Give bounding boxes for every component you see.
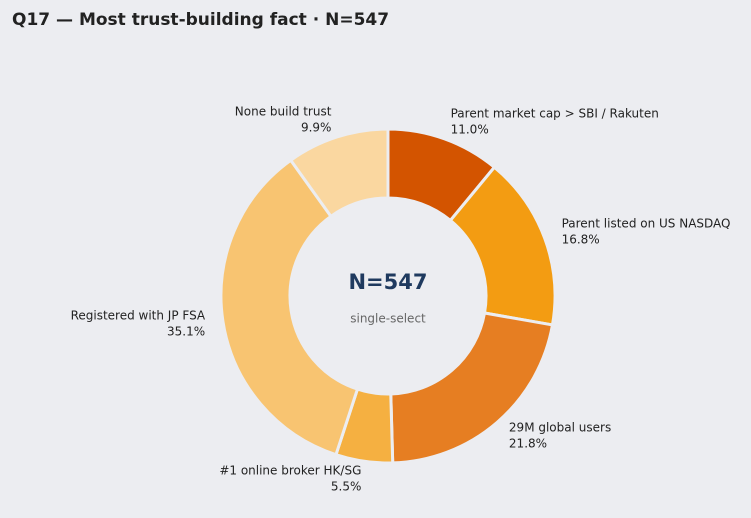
slice-label: Parent listed on US NASDAQ [562,217,731,231]
chart-title: Q17 — Most trust-building fact · N=547 [12,10,389,30]
slice-label: Registered with JP FSA [71,309,206,323]
slice-value-label: 35.1% [167,325,205,339]
slice-label: None build trust [235,104,332,118]
slice [389,311,555,465]
center-title: N=547 [348,270,427,294]
slice-label: 29M global users [509,421,611,435]
slice-value-label: 16.8% [562,233,600,247]
slice-value-label: 21.8% [509,437,547,451]
slice [288,127,390,219]
slice-value-label: 9.9% [301,120,332,134]
slice-value-label: 5.5% [331,480,362,494]
center-subtitle: single-select [350,312,426,326]
slice [219,158,360,457]
slice-value-label: 11.0% [451,122,489,136]
slice-label: #1 online broker HK/SG [219,464,361,478]
slice-label: Parent market cap > SBI / Rakuten [451,106,659,120]
